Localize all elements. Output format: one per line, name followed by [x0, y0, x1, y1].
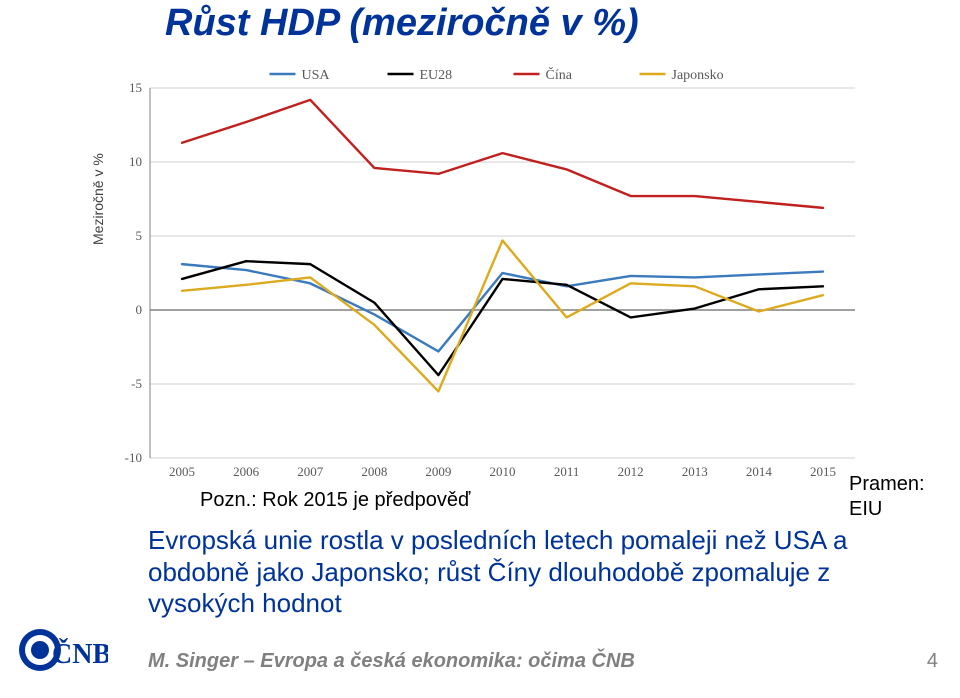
- svg-text:2015: 2015: [810, 464, 836, 479]
- svg-text:Japonsko: Japonsko: [672, 68, 724, 83]
- svg-text:0: 0: [136, 302, 143, 317]
- source-label: Pramen:: [849, 473, 925, 495]
- svg-text:2005: 2005: [169, 464, 195, 479]
- svg-text:15: 15: [129, 80, 142, 95]
- svg-text:2007: 2007: [297, 464, 324, 479]
- chart-ylabel: Meziročně v %: [90, 153, 106, 245]
- svg-text:2006: 2006: [233, 464, 259, 479]
- svg-text:2012: 2012: [618, 464, 644, 479]
- svg-text:2008: 2008: [361, 464, 387, 479]
- logo-text: ČNB: [52, 639, 108, 670]
- source-value: EIU: [849, 498, 882, 520]
- svg-text:2013: 2013: [682, 464, 708, 479]
- body-summary-text: Evropská unie rostla v posledních letech…: [148, 525, 918, 620]
- chart-note: Pozn.: Rok 2015 je předpověď: [200, 489, 470, 512]
- page-title: Růst HDP (meziročně v %): [165, 2, 639, 45]
- footer-attribution: M. Singer – Evropa a česká ekonomika: oč…: [148, 650, 938, 673]
- svg-text:2011: 2011: [554, 464, 580, 479]
- svg-text:2010: 2010: [490, 464, 516, 479]
- chart-svg: -10 -5 0 5 10 15 2005 2006 2007 2008 2009 2010 2011 2…: [105, 58, 865, 488]
- chart-source: Pramen: EIU: [849, 472, 925, 522]
- svg-text:2009: 2009: [425, 464, 451, 479]
- page-number: 4: [927, 650, 938, 673]
- svg-text:-5: -5: [131, 376, 142, 391]
- cnb-logo: ČNB: [18, 615, 108, 675]
- svg-text:-10: -10: [125, 450, 142, 465]
- gdp-line-chart: -10 -5 0 5 10 15 2005 2006 2007 2008 2009 2010 2011 2…: [105, 58, 865, 488]
- svg-text:10: 10: [129, 154, 142, 169]
- svg-text:5: 5: [136, 228, 143, 243]
- svg-text:Čína: Čína: [546, 66, 573, 83]
- svg-text:2014: 2014: [746, 464, 773, 479]
- svg-text:EU28: EU28: [420, 68, 453, 83]
- svg-text:USA: USA: [302, 68, 331, 83]
